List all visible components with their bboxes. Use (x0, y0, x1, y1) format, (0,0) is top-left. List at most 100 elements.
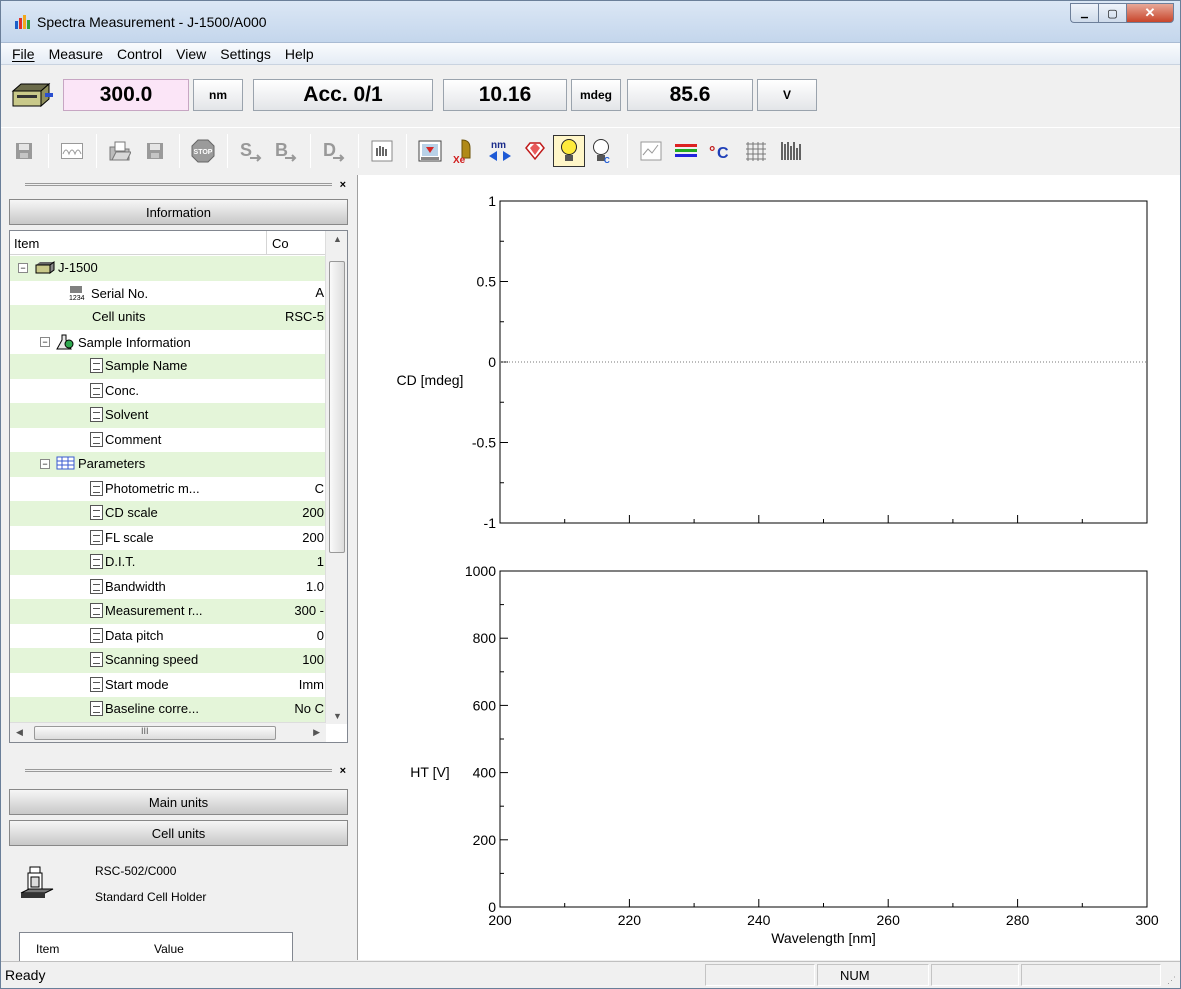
save-icon[interactable] (7, 133, 41, 169)
information-tree[interactable]: Item Co − J-1500 1234 Serial No. A Cell units… (9, 230, 348, 743)
horizontal-scroll-thumb[interactable]: III (34, 726, 276, 740)
cell-description: Standard Cell Holder (95, 890, 207, 904)
cell-holder-icon (20, 866, 54, 898)
tree-row[interactable]: Scanning speed 100 (10, 648, 326, 673)
tree-row-label: Start mode (105, 676, 169, 692)
document-icon (90, 652, 103, 667)
tree-row-value: 0 (316, 627, 324, 643)
tree-row[interactable]: − Sample Information (10, 330, 326, 355)
xe-lamp-icon[interactable]: Xe (448, 133, 482, 169)
collapse-icon[interactable]: − (40, 459, 50, 469)
cell-units-button[interactable]: Cell units (9, 820, 348, 846)
sample-measure-icon[interactable]: S (234, 133, 268, 169)
menu-help[interactable]: Help (284, 45, 314, 62)
tree-row-item: Parameters (56, 456, 145, 471)
tree-row[interactable]: Cell units RSC-5 (10, 305, 326, 330)
y-tick-label: 600 (473, 697, 497, 713)
tree-row[interactable]: D.I.T. 1 (10, 550, 326, 575)
open-file-icon[interactable] (103, 133, 137, 169)
stop-icon[interactable]: STOP (186, 133, 220, 169)
svg-text:Xe: Xe (453, 155, 466, 164)
col-item-header[interactable]: Item (14, 236, 40, 251)
title-bar[interactable]: Spectra Measurement - J-1500/A000 ▁ ▢ ✕ (1, 1, 1180, 43)
shutter-icon[interactable] (413, 133, 447, 169)
info-pane-grip[interactable] (25, 183, 332, 186)
units-pane-grip[interactable] (25, 769, 332, 772)
scroll-up-icon[interactable]: ▲ (333, 234, 342, 244)
tree-row[interactable]: Data pitch 0 (10, 624, 326, 649)
collapse-icon[interactable]: − (18, 263, 28, 273)
information-header[interactable]: Information (9, 199, 348, 225)
scroll-left-icon[interactable]: ◀ (16, 727, 23, 737)
tree-row[interactable]: CD scale 200 (10, 501, 326, 526)
collapse-icon[interactable]: − (40, 336, 50, 347)
spectrum-icon[interactable] (55, 133, 89, 169)
cell-col-value-header[interactable]: Value (154, 942, 184, 956)
menu-file[interactable]: File (12, 45, 35, 62)
barcode-icon[interactable] (774, 133, 808, 169)
info-pane-close-button[interactable]: × (339, 179, 346, 191)
gem-icon[interactable] (518, 133, 552, 169)
tree-row-label: Conc. (105, 382, 139, 398)
tree-row[interactable]: Bandwidth 1.0 (10, 575, 326, 600)
tree-row[interactable]: Baseline corre... No C (10, 697, 326, 722)
units-pane-close-button[interactable]: × (339, 765, 346, 777)
vertical-scrollbar[interactable]: ▲ ▼ (325, 231, 347, 724)
document-icon (90, 676, 103, 692)
lamp-icon[interactable] (553, 134, 585, 167)
minimize-button[interactable]: ▁ (1070, 3, 1098, 23)
tree-row[interactable]: Start mode Imm (10, 673, 326, 698)
tree-row[interactable]: − Parameters (10, 452, 326, 477)
tree-row[interactable]: Photometric m... C (10, 477, 326, 502)
grid-icon[interactable] (739, 133, 773, 169)
col-content-header[interactable]: Co (272, 236, 289, 251)
main-units-button[interactable]: Main units (9, 789, 348, 815)
cd-value-display: 10.16 (443, 79, 567, 111)
temperature-icon[interactable]: ° C (704, 133, 738, 169)
barcode-small-icon: 1234 (69, 285, 85, 302)
scroll-down-icon[interactable]: ▼ (333, 711, 342, 721)
tree-row[interactable]: FL scale 200 (10, 526, 326, 551)
document-icon (90, 603, 103, 618)
tree-row-label: Comment (105, 431, 162, 447)
cd-unit: mdeg (571, 79, 621, 111)
color-bars-icon[interactable] (669, 133, 703, 169)
instrument-icon[interactable] (9, 81, 53, 109)
tree-header: Item Co (10, 231, 326, 255)
menu-control[interactable]: Control (117, 45, 163, 62)
cell-unit-table[interactable]: Item Value (19, 932, 293, 962)
menu-settings[interactable]: Settings (220, 45, 271, 62)
scroll-right-icon[interactable]: ▶ (313, 727, 320, 737)
tree-row[interactable]: Measurement r... 300 - (10, 599, 326, 624)
cell-col-item-header[interactable]: Item (36, 942, 60, 956)
data-measure-icon[interactable]: D (317, 133, 351, 169)
horizontal-scrollbar[interactable]: ◀ III ▶ (10, 722, 326, 742)
close-button[interactable]: ✕ (1126, 3, 1174, 23)
chart-pane[interactable]: 1 0.5 0 -0.5 -1 CD [mdeg] 1000 800 600 400 200 0 200… (357, 175, 1180, 960)
tree-row-item: Comment (90, 431, 162, 447)
menu-measure[interactable]: Measure (48, 45, 104, 62)
tree-row[interactable]: 1234 Serial No. A (10, 281, 326, 306)
x-tick-label: 220 (618, 912, 642, 928)
tree-row[interactable]: Conc. (10, 379, 326, 404)
tree-row-label: J-1500 (58, 260, 98, 275)
menu-view[interactable]: View (176, 45, 207, 62)
tree-row[interactable]: − J-1500 (10, 256, 326, 281)
graph-icon[interactable] (634, 133, 668, 169)
manual-icon[interactable] (365, 133, 399, 169)
lamp-info-icon[interactable]: C (586, 133, 620, 169)
wavelength-move-icon[interactable]: nm (483, 133, 517, 169)
tree-row[interactable]: Comment (10, 428, 326, 453)
tree-row[interactable]: Sample Name (10, 354, 326, 379)
tree-row-label: Cell units (92, 309, 146, 324)
save-file-icon[interactable] (138, 133, 172, 169)
tree-row[interactable]: Solvent (10, 403, 326, 428)
y-tick-label: 200 (473, 832, 497, 848)
maximize-button[interactable]: ▢ (1098, 3, 1126, 23)
tree-row-value: 1 (316, 554, 324, 569)
baseline-measure-icon[interactable]: B (269, 133, 303, 169)
resize-grip-icon[interactable]: ⋰ (1167, 975, 1176, 985)
y-tick-label: 0 (488, 899, 496, 915)
charts-svg[interactable]: 10.50-0.5-1CD [mdeg]10008006004002000200… (358, 175, 1181, 960)
vertical-scroll-thumb[interactable] (329, 261, 345, 553)
